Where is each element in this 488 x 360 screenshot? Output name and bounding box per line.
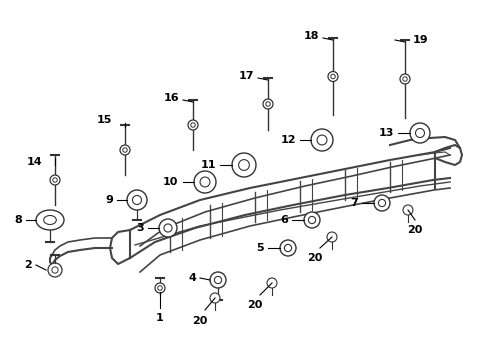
- Circle shape: [187, 120, 198, 130]
- Text: 2: 2: [24, 260, 32, 270]
- Circle shape: [326, 232, 336, 242]
- Circle shape: [310, 129, 332, 151]
- Circle shape: [373, 195, 389, 211]
- Circle shape: [308, 216, 315, 224]
- Circle shape: [266, 278, 276, 288]
- Text: 5: 5: [256, 243, 264, 253]
- Text: 18: 18: [303, 31, 318, 41]
- Circle shape: [415, 129, 424, 138]
- Circle shape: [132, 195, 141, 204]
- Circle shape: [200, 177, 209, 187]
- Circle shape: [280, 240, 295, 256]
- Circle shape: [163, 224, 172, 232]
- Circle shape: [231, 153, 256, 177]
- Text: 20: 20: [306, 253, 322, 263]
- Circle shape: [327, 72, 337, 81]
- Circle shape: [238, 159, 249, 170]
- Text: 14: 14: [26, 157, 42, 167]
- Circle shape: [378, 199, 385, 207]
- Circle shape: [50, 175, 60, 185]
- Circle shape: [214, 276, 221, 284]
- Text: 13: 13: [378, 128, 393, 138]
- Circle shape: [159, 219, 177, 237]
- Text: 15: 15: [97, 115, 112, 125]
- Text: 10: 10: [163, 177, 178, 187]
- Text: 17: 17: [238, 71, 253, 81]
- Ellipse shape: [36, 210, 64, 230]
- Circle shape: [284, 244, 291, 252]
- Circle shape: [127, 190, 147, 210]
- Circle shape: [399, 74, 409, 84]
- Circle shape: [316, 135, 326, 145]
- Circle shape: [402, 205, 412, 215]
- Text: 3: 3: [136, 223, 143, 233]
- Text: 20: 20: [192, 316, 207, 326]
- Circle shape: [330, 74, 335, 79]
- Circle shape: [209, 272, 225, 288]
- Circle shape: [304, 212, 319, 228]
- Text: 6: 6: [280, 215, 287, 225]
- Text: 4: 4: [188, 273, 196, 283]
- Circle shape: [190, 123, 195, 127]
- Circle shape: [52, 267, 58, 273]
- Circle shape: [48, 263, 62, 277]
- Circle shape: [122, 148, 127, 152]
- Text: 7: 7: [349, 198, 357, 208]
- Text: 19: 19: [412, 35, 428, 45]
- Circle shape: [402, 77, 407, 81]
- Text: 8: 8: [14, 215, 22, 225]
- Circle shape: [209, 293, 220, 303]
- Ellipse shape: [43, 216, 56, 225]
- Circle shape: [158, 286, 162, 290]
- Text: 20: 20: [247, 300, 262, 310]
- Circle shape: [120, 145, 130, 155]
- Text: 11: 11: [200, 160, 216, 170]
- Circle shape: [265, 102, 270, 106]
- Text: 20: 20: [407, 225, 422, 235]
- Text: 1: 1: [156, 313, 163, 323]
- Circle shape: [409, 123, 429, 143]
- Circle shape: [53, 178, 57, 182]
- Circle shape: [155, 283, 164, 293]
- Text: 9: 9: [105, 195, 113, 205]
- Text: 16: 16: [163, 93, 179, 103]
- Circle shape: [194, 171, 216, 193]
- Text: 12: 12: [280, 135, 295, 145]
- Circle shape: [263, 99, 272, 109]
